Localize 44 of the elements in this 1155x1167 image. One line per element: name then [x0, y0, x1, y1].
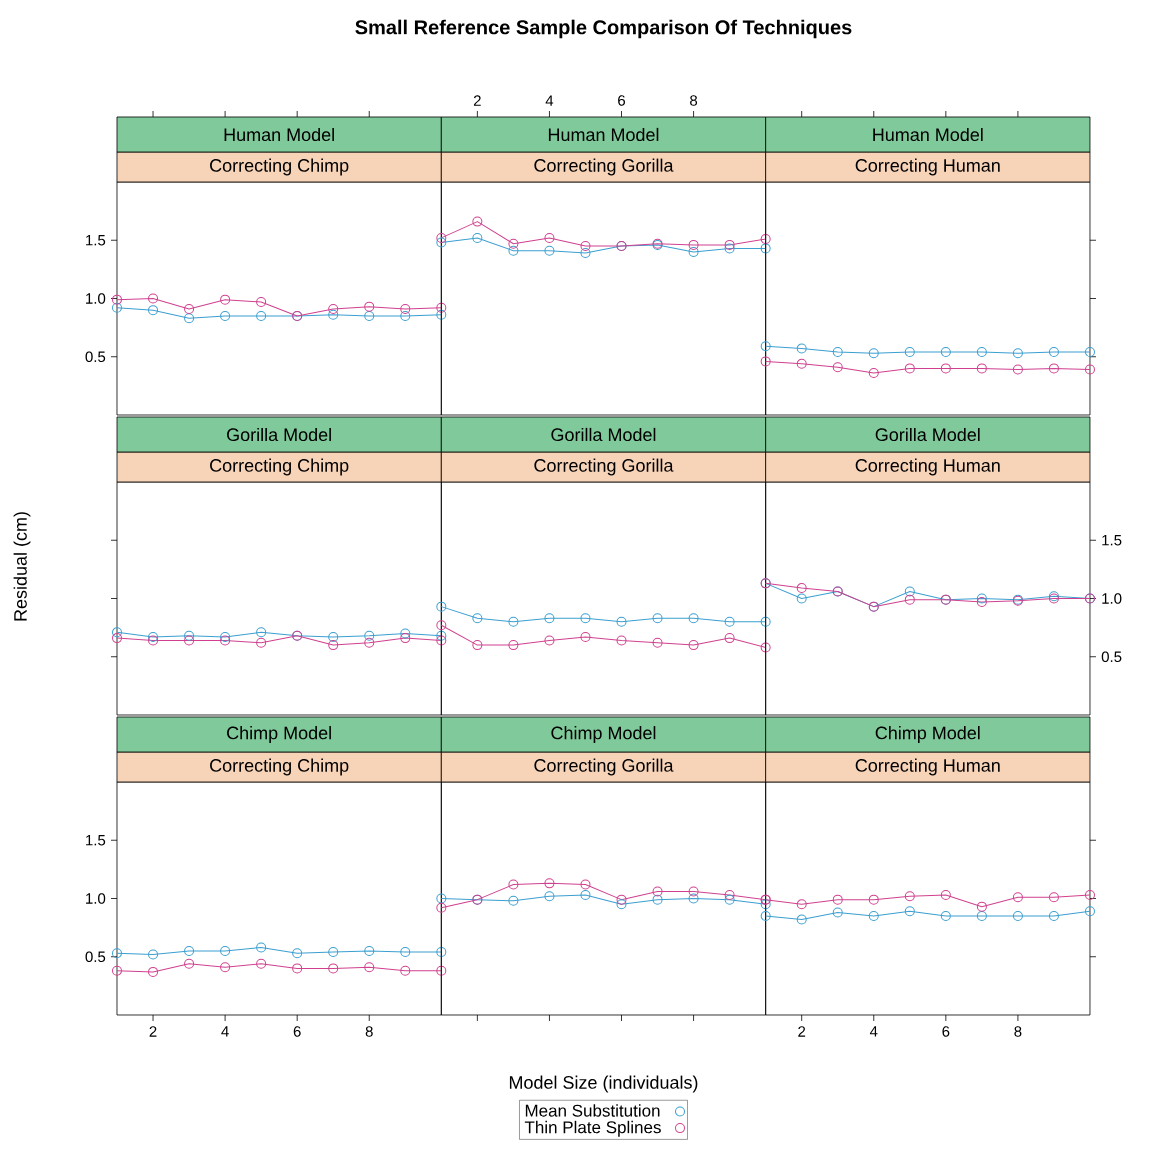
chart-subtitle: Correcting Gorilla [534, 758, 674, 776]
chart-title: Human Model [548, 127, 659, 142]
x-tick-label: 4 [545, 95, 554, 106]
chart-subtitle: Correcting Human [855, 158, 1000, 176]
text: Small Reference Sample Comparison Of Techniques [355, 19, 852, 39]
x-tick-label: 8 [365, 1026, 373, 1037]
chart-subtitle: Correcting Gorilla [534, 458, 674, 476]
chart-title: Chimp Model [551, 726, 656, 743]
y-tick-label: 1.0 [86, 893, 106, 904]
chart-title: Chimp Model [227, 726, 331, 743]
x-tick-label: 6 [618, 95, 626, 106]
chart-title: Human Model [873, 127, 983, 142]
y-tick-label: 1.5 [86, 835, 106, 846]
y-tick-label: 1.0 [86, 293, 106, 304]
chart-title: Chimp Model [875, 726, 980, 743]
chart-title: Gorilla Model [551, 427, 656, 442]
x-tick-label: 4 [869, 1026, 878, 1037]
text: Residual (cm) [13, 512, 31, 621]
y-tick-label: 1.5 [86, 235, 106, 246]
chart-subtitle: Correcting Chimp [210, 758, 349, 776]
x-tick-label: 6 [942, 1026, 950, 1037]
x-tick-label: 2 [798, 1026, 806, 1037]
chart-subtitle: Correcting Chimp [210, 458, 349, 476]
chart-subtitle: Correcting Gorilla [534, 158, 674, 176]
chart-title: Gorilla Model [875, 427, 980, 442]
y-tick-label: 0.5 [85, 351, 106, 363]
x-tick-label: 4 [221, 1026, 229, 1037]
text: Model Size (individuals) [509, 1075, 698, 1093]
x-tick-label: 2 [473, 95, 481, 106]
x-tick-label: 8 [690, 95, 698, 106]
chart-subtitle: Correcting Human [855, 458, 1000, 476]
chart-subtitle: Correcting Human [855, 758, 1000, 776]
y-tick-label: 0.5 [1101, 651, 1122, 663]
legend-label: Mean Substitution [525, 1104, 660, 1117]
chart-title: Gorilla Model [227, 427, 331, 442]
y-tick-label: 1.0 [1102, 593, 1122, 604]
y-tick-label: 0.5 [85, 951, 106, 963]
x-tick-label: 2 [149, 1026, 157, 1037]
x-tick-label: 8 [1014, 1026, 1022, 1037]
chart-title: Human Model [224, 127, 334, 142]
x-tick-label: 6 [293, 1026, 301, 1037]
y-tick-label: 1.5 [1102, 535, 1122, 546]
legend-label: Thin Plate Splines [524, 1120, 661, 1137]
chart-subtitle: Correcting Chimp [210, 158, 349, 176]
